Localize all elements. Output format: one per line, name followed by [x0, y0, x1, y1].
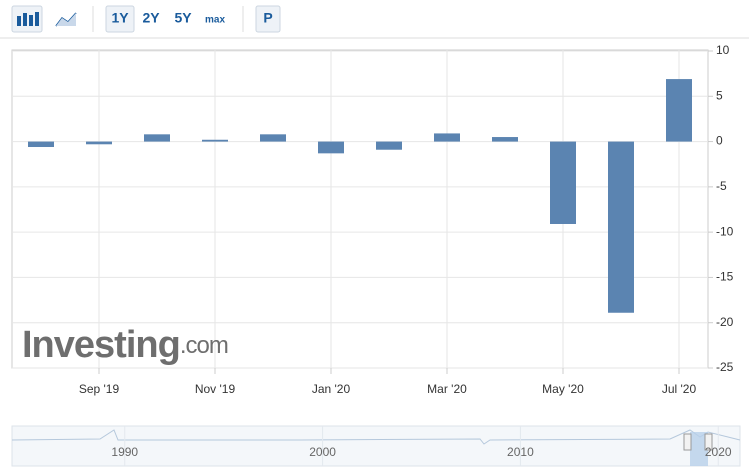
range-button[interactable]: 2Y	[142, 10, 160, 26]
bar	[28, 141, 54, 148]
y-tick-label: -5	[716, 179, 727, 193]
icon	[35, 12, 39, 26]
bar	[86, 141, 112, 145]
navigator-tick-label: 2000	[309, 445, 336, 459]
bar	[318, 141, 344, 154]
y-tick-label: 10	[716, 43, 730, 57]
navigator-tick-label: 2020	[705, 445, 732, 459]
navigator-tick-label: 2010	[507, 445, 534, 459]
bar	[666, 79, 692, 142]
icon	[56, 13, 76, 26]
toolbar: 1Y 2Y 5Y max P	[0, 5, 749, 39]
x-tick-label: Nov '19	[195, 382, 236, 396]
navigator-selection	[690, 432, 708, 466]
bar	[550, 141, 576, 224]
bar	[376, 141, 402, 150]
x-tick-label: Jul '20	[662, 382, 697, 396]
navigator-handle[interactable]	[704, 433, 713, 451]
y-tick-label: 5	[716, 88, 723, 102]
x-tick-label: Sep '19	[79, 382, 120, 396]
x-tick-label: Mar '20	[427, 382, 467, 396]
y-tick-label: -20	[716, 315, 734, 329]
icon	[23, 13, 27, 26]
plot: -25 -20 -15 -10 -5 0 5 10 Sep '19 Nov '19 Jan '20 M…	[11, 43, 734, 396]
bar	[434, 133, 460, 142]
watermark-suffix: .com	[180, 332, 228, 359]
bar	[492, 137, 518, 142]
navigator-frame	[11, 425, 741, 467]
x-tick-label: May '20	[542, 382, 584, 396]
bar	[260, 134, 286, 142]
range-button[interactable]: 5Y	[174, 10, 192, 26]
navigator-handle[interactable]	[683, 433, 692, 451]
y-tick-label: -15	[716, 270, 734, 284]
plot-frame	[11, 49, 709, 369]
button-frame	[255, 5, 281, 33]
print-button[interactable]: P	[263, 10, 272, 26]
x-tick-label: Jan '20	[312, 382, 351, 396]
bar	[608, 141, 634, 313]
bar	[144, 134, 170, 142]
watermark: Investing.com	[22, 324, 229, 366]
button-frame	[105, 5, 135, 33]
navigator: 1990 2000 2010 2020	[11, 425, 741, 467]
y-tick-label: -25	[716, 360, 734, 374]
range-button[interactable]: max	[205, 15, 225, 26]
watermark-text: Investing.com	[22, 324, 228, 366]
y-tick-label: -10	[716, 224, 734, 238]
y-tick-label: 0	[716, 134, 723, 148]
range-button[interactable]: 1Y	[111, 10, 129, 26]
bar	[202, 139, 228, 142]
watermark-brand: Investing	[22, 324, 180, 366]
icon	[17, 16, 21, 26]
icon	[29, 15, 33, 26]
navigator-tick-label: 1990	[111, 445, 138, 459]
